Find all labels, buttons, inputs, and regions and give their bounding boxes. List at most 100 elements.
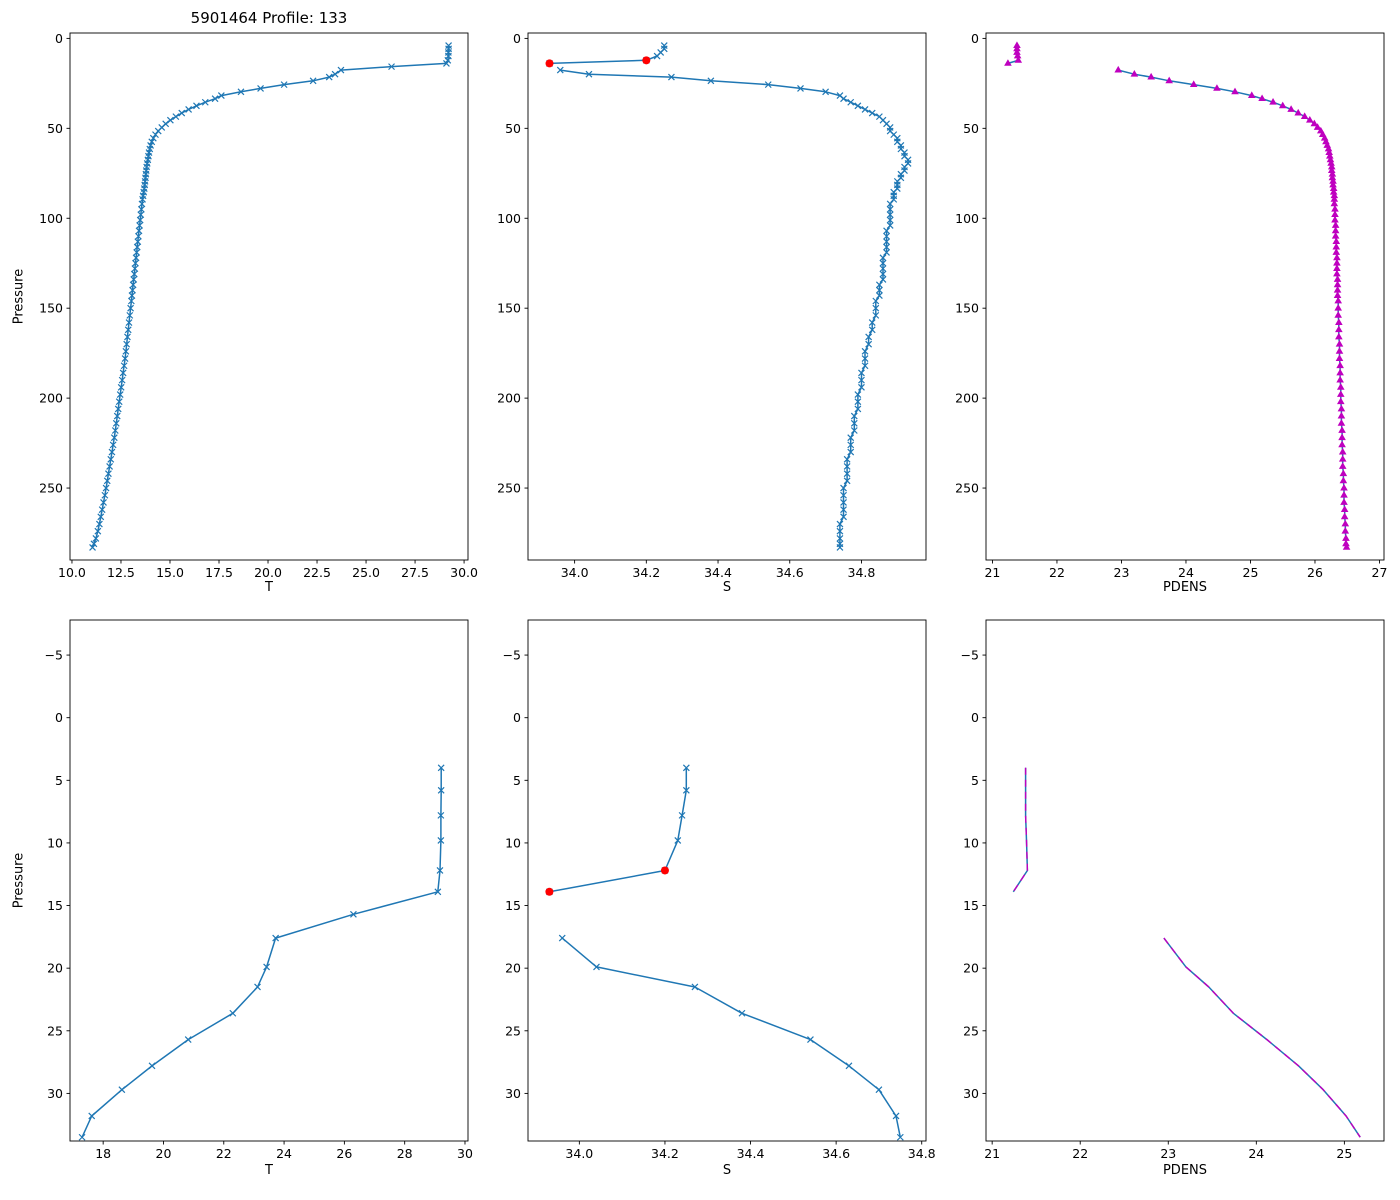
x-tick-label: 34.6 <box>822 1146 850 1161</box>
x-marker <box>872 304 880 312</box>
triangle-marker <box>1329 177 1337 184</box>
x-marker <box>682 786 690 794</box>
x-tick-label: 24 <box>276 1146 292 1161</box>
y-tick-label: 20 <box>963 961 979 976</box>
x-marker <box>886 200 894 208</box>
y-tick-label: 5 <box>55 773 63 788</box>
x-marker <box>674 836 682 844</box>
triangle-marker <box>1331 215 1339 223</box>
triangle-marker <box>1327 159 1335 166</box>
x-marker <box>185 106 193 113</box>
x-tick-label: 34.4 <box>704 565 732 580</box>
x-tick-label: 25 <box>1243 565 1259 580</box>
triangle-marker <box>1326 155 1335 163</box>
xlabel-t-top: T <box>265 580 273 595</box>
axes-frame <box>985 32 1385 561</box>
x-tick-label: 27 <box>1372 565 1388 580</box>
ylabel-pressure-top: Pressure <box>11 268 27 325</box>
x-marker <box>667 73 675 81</box>
x-marker <box>110 434 118 442</box>
x-tick-label: 20.0 <box>254 565 282 580</box>
x-marker <box>184 1036 192 1043</box>
triangle-marker <box>1334 303 1343 311</box>
y-tick-label: −5 <box>503 648 521 663</box>
x-marker <box>558 934 566 942</box>
x-marker <box>883 249 890 256</box>
profile-line <box>81 767 442 1138</box>
y-tick-label: 250 <box>39 481 63 496</box>
triangle-marker <box>1324 144 1333 152</box>
x-marker <box>437 811 445 819</box>
x-marker <box>257 84 264 92</box>
triangle-marker <box>1335 318 1343 325</box>
x-marker <box>349 910 357 918</box>
x-marker <box>840 484 847 492</box>
x-marker <box>865 333 873 341</box>
x-marker <box>152 131 159 139</box>
triangle-marker <box>1342 539 1350 547</box>
x-marker <box>875 281 883 289</box>
x-marker <box>879 254 887 262</box>
x-marker <box>836 534 844 542</box>
flagged-point <box>642 56 651 65</box>
x-marker <box>172 113 180 121</box>
y-tick-label: 150 <box>497 301 521 316</box>
x-marker <box>118 1086 126 1094</box>
triangle-marker <box>1332 237 1341 245</box>
x-marker <box>92 534 100 542</box>
x-marker <box>556 66 564 74</box>
x-marker <box>107 455 115 463</box>
profile-line <box>549 767 688 893</box>
x-marker <box>154 127 162 135</box>
x-marker <box>879 270 887 278</box>
x-marker <box>886 205 894 213</box>
x-marker <box>229 1009 237 1017</box>
triangle-marker <box>1313 123 1322 130</box>
y-tick-label: 20 <box>505 961 521 976</box>
x-marker <box>388 63 395 71</box>
y-tick-label: 25 <box>505 1023 521 1038</box>
x-marker <box>272 934 280 942</box>
x-marker <box>585 70 593 78</box>
triangle-marker <box>1013 48 1021 55</box>
x-tick-label: 23 <box>1114 565 1130 580</box>
x-marker <box>861 106 869 113</box>
x-marker <box>822 88 830 96</box>
triangle-marker <box>1335 354 1344 361</box>
triangle-marker <box>1338 462 1347 469</box>
axes-frame <box>527 32 927 561</box>
x-marker <box>682 764 690 772</box>
x-marker <box>166 116 174 124</box>
x-marker <box>124 333 131 341</box>
triangle-marker <box>1310 119 1319 127</box>
x-marker <box>102 484 110 492</box>
xlabel-t-bottom: T <box>265 1163 273 1178</box>
x-marker <box>843 477 851 485</box>
x-marker <box>309 77 317 85</box>
y-tick-label: 200 <box>39 391 63 406</box>
x-marker <box>858 369 865 377</box>
y-tick-label: −5 <box>45 648 63 663</box>
x-marker <box>254 983 261 991</box>
y-tick-label: 150 <box>39 301 63 316</box>
x-tick-label: 26 <box>336 1146 352 1161</box>
x-marker <box>678 811 686 819</box>
subplot-s-vs-pressure-zoom: 34.0 34.2 34.4 34.6 34.8 −5 0 5 10 15 20 25 30 <box>503 619 936 1161</box>
x-marker <box>119 369 127 377</box>
y-tick-label: 30 <box>963 1086 979 1101</box>
x-marker <box>872 311 880 319</box>
x-marker <box>868 109 876 117</box>
triangle-marker <box>1340 483 1348 491</box>
y-tick-label: 15 <box>505 898 521 913</box>
x-marker <box>95 520 103 528</box>
x-marker <box>434 888 442 896</box>
x-marker <box>843 470 851 478</box>
x-marker <box>331 70 339 78</box>
x-marker <box>847 441 855 449</box>
x-marker <box>845 1062 853 1070</box>
x-tick-label: 24 <box>1248 1146 1264 1161</box>
y-tick-label: −5 <box>961 648 979 663</box>
x-tick-label: 34.0 <box>565 1146 593 1161</box>
x-marker <box>883 238 890 246</box>
